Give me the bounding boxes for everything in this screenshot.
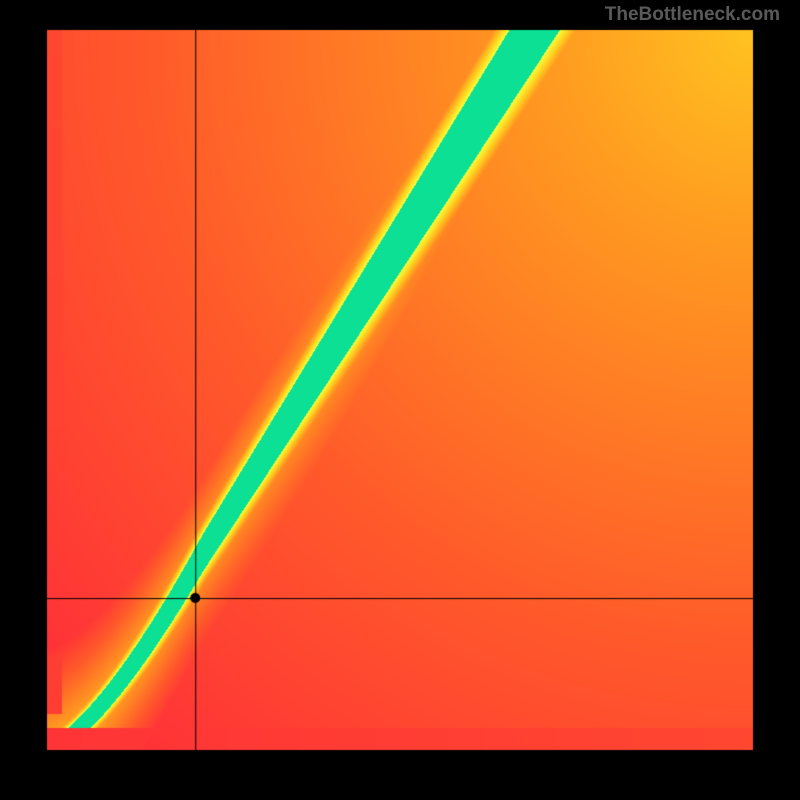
attribution-text: TheBottleneck.com bbox=[605, 4, 780, 26]
heatmap-canvas bbox=[0, 0, 800, 800]
chart-container: TheBottleneck.com bbox=[0, 0, 800, 800]
